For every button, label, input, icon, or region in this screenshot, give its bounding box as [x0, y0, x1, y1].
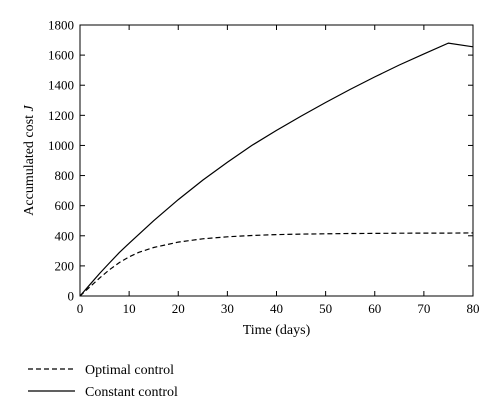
series-line-constant-control: [79, 42, 474, 297]
x-tick-label: 10: [123, 301, 136, 316]
y-tick-label: 1400: [48, 78, 74, 93]
y-tick-label: 0: [68, 289, 75, 304]
x-tick-label: 20: [172, 301, 185, 316]
x-tick-label: 40: [270, 301, 283, 316]
series-line-optimal-control: [79, 232, 474, 297]
x-tick-label: 70: [417, 301, 430, 316]
x-tick-label: 50: [319, 301, 332, 316]
y-axis-title: Accumulated cost J: [22, 105, 37, 216]
legend-label-optimal-control: Optimal control: [85, 363, 174, 378]
y-tick-label: 800: [55, 168, 75, 183]
x-axis-title: Time (days): [243, 323, 311, 338]
x-tick-label: 80: [467, 301, 480, 316]
legend-label-constant-control: Constant control: [85, 385, 178, 400]
y-tick-label: 200: [55, 258, 75, 273]
y-tick-label: 1000: [48, 138, 74, 153]
y-axis-title-symbol: J: [22, 105, 37, 112]
plot-series: [79, 42, 474, 297]
x-tick-label: 60: [368, 301, 381, 316]
y-axis-ticks: 0 200 400 600 800 1000 1200 1400 1600 1800: [48, 18, 473, 304]
y-tick-label: 600: [55, 198, 75, 213]
legend: Optimal control Constant control: [28, 363, 178, 400]
x-axis-ticks: 0 10 20 30 40 50 60 70 80: [77, 25, 480, 316]
x-tick-label: 30: [221, 301, 234, 316]
y-tick-label: 1800: [48, 18, 74, 33]
plot-area-frame: [79, 24, 474, 297]
y-tick-label: 400: [55, 228, 75, 243]
y-tick-label: 1200: [48, 108, 74, 123]
y-axis-title-text: Accumulated cost: [22, 112, 37, 216]
x-tick-label: 0: [77, 301, 84, 316]
y-tick-label: 1600: [48, 48, 74, 63]
